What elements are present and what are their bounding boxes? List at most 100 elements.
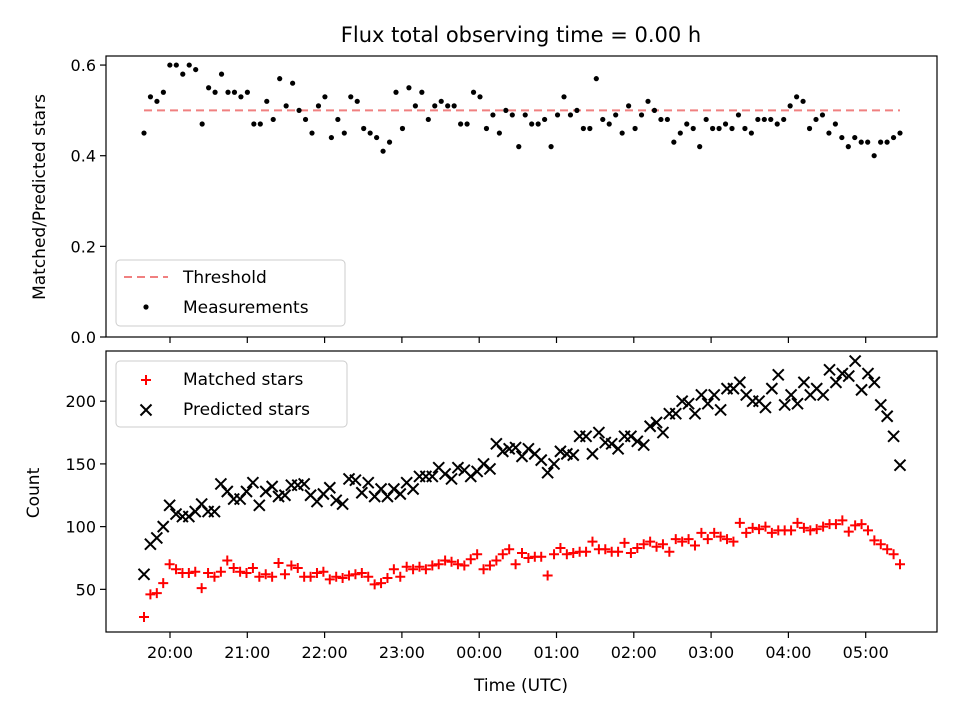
predicted-star-point (336, 497, 349, 511)
measurement-point (632, 125, 638, 132)
predicted-star-point (650, 416, 663, 429)
predicted-star-point (656, 426, 670, 439)
predicted-star-point (406, 482, 420, 496)
predicted-star-point (355, 486, 369, 499)
measurement-point (225, 89, 231, 95)
matched-star-point (465, 554, 476, 565)
measurement-point (451, 103, 457, 109)
measurement-point (193, 66, 199, 73)
measurement-point (399, 125, 406, 132)
predicted-star-point (586, 447, 599, 461)
measurement-point (206, 85, 212, 91)
predicted-star-point (278, 489, 292, 502)
matched-star-point (183, 568, 194, 579)
predicted-star-point (842, 369, 855, 383)
measurement-point (742, 125, 748, 132)
measurement-point (180, 71, 186, 77)
matched-star-point (850, 520, 861, 531)
predicted-star-point (509, 441, 522, 454)
matched-star-point (670, 534, 681, 545)
measurement-point (419, 89, 425, 95)
matched-star-point (171, 564, 182, 575)
matched-star-point (875, 539, 886, 550)
measurement-point (781, 116, 787, 123)
measurement-point (839, 134, 845, 141)
matched-star-point (491, 555, 502, 566)
measurement-point (257, 121, 263, 127)
measurement-point (503, 107, 509, 113)
matched-star-point (517, 547, 527, 558)
measurement-point (671, 139, 677, 145)
measurement-point (878, 139, 884, 145)
predicted-star-point (784, 388, 798, 402)
matched-star-point (542, 570, 553, 581)
matched-star-point (882, 544, 893, 555)
measurement-point (283, 103, 289, 109)
y-tick-label: 0.4 (71, 147, 96, 166)
measurement-point (509, 112, 515, 118)
matched-star-point (811, 524, 822, 535)
matched-star-point (344, 570, 355, 581)
measurement-point (638, 112, 645, 118)
measurement-point (425, 116, 431, 123)
matched-star-point (215, 566, 226, 577)
predicted-star-point (714, 403, 727, 417)
predicted-star-point (265, 480, 279, 493)
matched-star-point (632, 542, 643, 553)
matched-star-point (786, 525, 797, 536)
matched-star-point (766, 527, 777, 538)
measurement-point (865, 139, 871, 145)
measurement-point (871, 153, 877, 159)
matched-star-point (536, 551, 547, 562)
matched-star-point (702, 534, 713, 545)
matched-star-point (151, 588, 162, 599)
matched-star-point (619, 537, 630, 548)
measurement-point (302, 116, 309, 123)
predicted-star-point (701, 397, 715, 410)
measurement-point (658, 116, 664, 123)
x-tick-label: 20:00 (147, 643, 193, 662)
matched-star-point (504, 544, 515, 555)
matched-star-point (792, 517, 803, 528)
plot-frame (105, 350, 938, 633)
matched-star-point (356, 568, 367, 579)
measurement-point (600, 116, 606, 123)
top-plot-area: 0.0 0.2 0.4 0.6 Threshold Measurements (71, 55, 938, 347)
measurement-point (322, 94, 328, 100)
predicted-star-point (797, 376, 811, 389)
matched-star-point (798, 522, 809, 533)
matched-star-point (754, 524, 765, 535)
measurement-point (464, 121, 470, 127)
matched-star-point (472, 549, 483, 560)
y-tick-label: 0.6 (71, 56, 96, 75)
measurement-point (819, 112, 826, 118)
measurement-point (619, 130, 625, 136)
matched-star-point (209, 571, 220, 582)
matched-star-point (395, 571, 406, 582)
predicted-star-point (535, 453, 548, 467)
measurement-point (626, 103, 632, 109)
matched-star-point (139, 611, 149, 622)
predicted-star-point (688, 407, 702, 420)
measurement-point (393, 89, 399, 95)
predicted-star-point (451, 461, 465, 474)
measurement-point (567, 112, 574, 118)
predicted-star-point (579, 430, 593, 443)
measurement-point (186, 62, 192, 68)
matched-star-point (683, 534, 694, 545)
matched-star-point (561, 549, 572, 560)
y-tick-label: 0.0 (71, 328, 96, 347)
measurement-point (580, 125, 586, 132)
predicted-star-point (868, 376, 881, 389)
matched-star-point (292, 563, 303, 574)
matched-star-point (664, 546, 675, 557)
legend-matched-label: Matched stars (183, 370, 303, 390)
bottom-y-axis-label: Count (24, 467, 44, 518)
x-tick-label: 05:00 (843, 643, 889, 662)
measurement-point (458, 121, 464, 127)
predicted-star-point (611, 442, 625, 456)
predicted-star-point (823, 363, 836, 377)
matched-star-point (388, 564, 399, 575)
measurement-point (806, 125, 813, 132)
matched-star-point (164, 559, 175, 570)
